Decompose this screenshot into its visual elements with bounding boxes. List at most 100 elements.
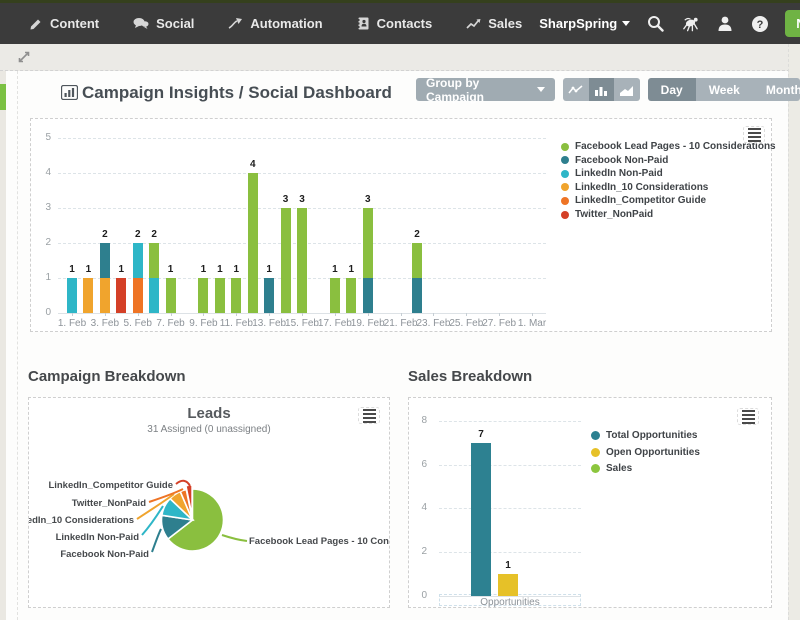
- legend-item[interactable]: LinkedIn_Competitor Guide: [561, 195, 706, 206]
- bar-total-label: 1: [217, 264, 223, 275]
- top-nav: alytics ContentSocialAutomationContactsS…: [0, 3, 800, 44]
- chart-menu-icon[interactable]: [743, 126, 765, 143]
- chart-type-column-icon[interactable]: [589, 78, 615, 101]
- bar-segment[interactable]: [83, 278, 93, 313]
- chart-type-line-icon[interactable]: [563, 78, 589, 101]
- search-icon[interactable]: [645, 14, 665, 34]
- bar-segment[interactable]: [133, 243, 143, 278]
- bar-segment[interactable]: [363, 278, 373, 313]
- legend-item[interactable]: LinkedIn_10 Considerations: [561, 182, 708, 193]
- bar-segment[interactable]: [198, 278, 208, 313]
- bar-total-label: 3: [365, 194, 371, 205]
- new-button[interactable]: New: [785, 10, 800, 37]
- bar-chart-icon: [61, 85, 78, 105]
- right-gutter: [788, 44, 800, 620]
- legend-label: Open Opportunities: [606, 447, 700, 458]
- nav-item-label: Automation: [250, 16, 322, 31]
- bar-total-label: 1: [201, 264, 207, 275]
- chevron-down-icon: [622, 21, 630, 26]
- range-button-week[interactable]: Week: [696, 78, 753, 101]
- y-axis-label: 5: [35, 132, 51, 143]
- x-axis-tick: [171, 313, 172, 316]
- bar-segment[interactable]: [281, 208, 291, 313]
- x-axis-label: Opportunities: [480, 597, 539, 608]
- legend-item[interactable]: Sales: [591, 463, 632, 474]
- range-button-month[interactable]: Month: [753, 78, 800, 101]
- bar-segment[interactable]: [100, 278, 110, 313]
- bar-total-label: 1: [86, 264, 92, 275]
- nav-item-contacts[interactable]: Contacts: [340, 3, 450, 44]
- new-button-label: New: [796, 16, 800, 31]
- bar-total-label: 3: [283, 194, 289, 205]
- bar-segment[interactable]: [412, 278, 422, 313]
- leads-pie-card: Leads 31 Assigned (0 unassigned) Faceboo…: [28, 397, 390, 608]
- nav-item-content[interactable]: Content: [12, 3, 116, 44]
- bar[interactable]: [471, 443, 491, 596]
- x-axis-tick: [368, 313, 369, 316]
- gridline: [439, 421, 581, 422]
- range-button-day[interactable]: Day: [648, 78, 696, 101]
- nav-item-sales[interactable]: Sales: [449, 3, 539, 44]
- legend-item[interactable]: Facebook Non-Paid: [561, 155, 668, 166]
- help-icon[interactable]: ?: [750, 14, 770, 34]
- bar-total-label: 2: [414, 229, 420, 240]
- bar-segment[interactable]: [264, 278, 274, 313]
- chart-type-area-icon[interactable]: [614, 78, 640, 101]
- x-axis-label: 1. Feb: [58, 318, 86, 329]
- legend-item[interactable]: Open Opportunities: [591, 447, 700, 458]
- user-icon[interactable]: [715, 14, 735, 34]
- nav-item-automation[interactable]: Automation: [211, 3, 339, 44]
- bar-total-label: 1: [234, 264, 240, 275]
- y-axis-label: 2: [411, 546, 427, 557]
- bar-segment[interactable]: [412, 243, 422, 278]
- legend-dot: [561, 156, 569, 164]
- sales-chart-card: 02468Opportunities71Total OpportunitiesO…: [408, 397, 772, 608]
- nav-item-label: Sales: [488, 16, 522, 31]
- bar-segment[interactable]: [248, 173, 258, 313]
- pie-slice-label: LinkedIn_Competitor Guide: [48, 480, 173, 491]
- bar-segment[interactable]: [149, 243, 159, 278]
- x-axis-tick: [499, 313, 500, 316]
- bar-segment[interactable]: [231, 278, 241, 313]
- bar-segment[interactable]: [133, 278, 143, 313]
- nav-item-social[interactable]: Social: [116, 3, 211, 44]
- bar-segment[interactable]: [100, 243, 110, 278]
- bar-segment[interactable]: [346, 278, 356, 313]
- bar-total-label: 1: [69, 264, 75, 275]
- bar-segment[interactable]: [363, 208, 373, 278]
- group-by-dropdown[interactable]: Group by Campaign: [416, 78, 555, 101]
- gridline: [58, 173, 546, 174]
- pie-slice-label: LinkedIn_10 Considerations: [29, 515, 134, 526]
- expand-icon[interactable]: [16, 49, 32, 65]
- bar-segment[interactable]: [116, 278, 126, 313]
- chart-menu-icon[interactable]: [737, 408, 759, 425]
- sub-toolbar: [0, 44, 800, 71]
- y-axis-label: 3: [35, 202, 51, 213]
- left-green-tab[interactable]: [0, 84, 6, 110]
- legend-item[interactable]: Facebook Lead Pages - 10 Considerations: [561, 141, 776, 152]
- mascot-icon[interactable]: [680, 14, 700, 34]
- y-axis-label: 2: [35, 237, 51, 248]
- bar-segment[interactable]: [297, 208, 307, 313]
- x-axis-tick: [105, 313, 106, 316]
- legend-item[interactable]: Total Opportunities: [591, 430, 697, 441]
- legend-item[interactable]: LinkedIn Non-Paid: [561, 168, 663, 179]
- bar-segment[interactable]: [166, 278, 176, 313]
- account-label: SharpSpring: [539, 16, 617, 31]
- stacked-bar-chart: 0123451. Feb3. Feb5. Feb7. Feb9. Feb11. …: [31, 119, 771, 331]
- gridline: [439, 508, 581, 509]
- bar-segment[interactable]: [67, 278, 77, 313]
- bar-segment[interactable]: [149, 278, 159, 313]
- legend-item[interactable]: Twitter_NonPaid: [561, 209, 653, 220]
- nav-item-label: Content: [50, 16, 99, 31]
- bar-segment[interactable]: [215, 278, 225, 313]
- account-menu[interactable]: SharpSpring: [539, 16, 630, 31]
- chart-menu-icon[interactable]: [358, 407, 380, 424]
- y-axis-label: 0: [35, 307, 51, 318]
- pie-slice-label: Facebook Non-Paid: [60, 549, 149, 560]
- legend-dot: [561, 197, 569, 205]
- bar-segment[interactable]: [330, 278, 340, 313]
- legend-label: Twitter_NonPaid: [575, 209, 653, 220]
- bar[interactable]: [498, 574, 518, 596]
- x-axis-label: 13. Feb: [252, 318, 286, 329]
